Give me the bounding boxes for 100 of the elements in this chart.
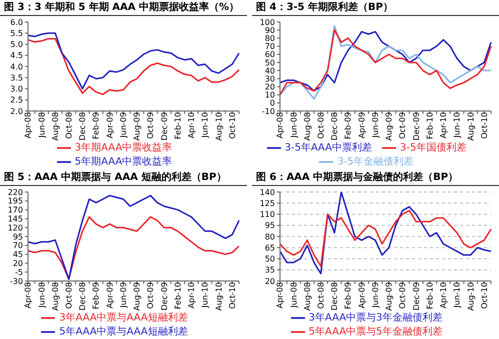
y-tick-label: 0 xyxy=(270,98,275,108)
x-tick-label: Apr-10 xyxy=(439,282,448,308)
x-tick-label: Aug-09 xyxy=(384,282,394,310)
x-tick-label: Oct-10 xyxy=(228,282,237,308)
x-tick-label: Aug-10 xyxy=(214,112,224,141)
y-tick-label: 45 xyxy=(12,250,23,259)
x-tick-label: Apr-08 xyxy=(276,282,285,308)
x-tick-label: Aug-10 xyxy=(214,282,224,310)
x-tick-label: Dec-09 xyxy=(412,112,421,141)
x-tick-label: Jun-08 xyxy=(37,282,46,308)
legend-label: 3-5年金融债利差 xyxy=(337,156,414,168)
y-tick-label: 65 xyxy=(264,242,275,252)
x-tick-label: Oct-09 xyxy=(146,282,156,308)
y-tick-label: 60 xyxy=(264,50,275,60)
x-tick-label: Jun-10 xyxy=(452,112,462,139)
x-tick-label: Feb-09 xyxy=(92,282,101,309)
x-tick-label: Apr-09 xyxy=(105,112,114,138)
x-tick-label: Feb-10 xyxy=(173,282,182,309)
y-tick-label: 145 xyxy=(8,214,23,224)
x-tick-label: Apr-08 xyxy=(276,112,285,138)
legend-label: 5年期AAA中票收益率 xyxy=(74,156,172,168)
y-tick-label: 30 xyxy=(264,74,275,84)
x-tick-label: Oct-08 xyxy=(316,112,326,139)
y-tick-label: 4.5 xyxy=(10,51,23,60)
x-tick-label: Feb-09 xyxy=(344,282,353,309)
y-tick-label: 170 xyxy=(8,205,23,214)
legend-label: 3年AAA中票与AAA短融利差 xyxy=(59,312,188,324)
x-tick-label: Jun-09 xyxy=(118,282,128,308)
y-tick-label: 140 xyxy=(260,187,275,196)
y-tick-label: 50 xyxy=(264,254,275,264)
y-tick-label: 5.5 xyxy=(10,28,23,38)
legend-label: 3-5年AAA中票利差 xyxy=(284,142,372,154)
y-tick-label: 70 xyxy=(264,42,275,52)
y-tick-label: 20 xyxy=(264,276,275,286)
y-tick-label: 4.0 xyxy=(10,62,23,72)
legend-label: 3年期AAA中票收益率 xyxy=(74,142,172,154)
chart-title: 图 6：AAA 中期票据与金融债的利差（BP） xyxy=(252,170,499,186)
y-tick-label: 50 xyxy=(264,58,275,68)
x-tick-label: Aug-10 xyxy=(466,112,476,141)
x-tick-label: Apr-10 xyxy=(187,112,196,138)
legend-label: 3-5年国债利差 xyxy=(400,142,466,154)
x-tick-label: Apr-09 xyxy=(357,112,366,138)
x-tick-label: Feb-09 xyxy=(344,112,353,140)
x-tick-label: Feb-10 xyxy=(173,112,182,140)
y-tick-label: 20 xyxy=(264,82,275,92)
x-tick-label: Jun-08 xyxy=(289,282,298,308)
x-tick-label: Dec-09 xyxy=(160,282,169,310)
x-tick-label: Oct-08 xyxy=(64,112,74,139)
chart-title: 图 4：3-5 年期限利差（BP） xyxy=(252,0,499,16)
x-tick-label: Oct-10 xyxy=(480,282,489,308)
x-tick-label: Aug-08 xyxy=(50,282,60,310)
x-tick-label: Feb-10 xyxy=(425,112,434,140)
chart-title: 图 5：AAA 中期票据与 AAA 短融的利差（BP） xyxy=(0,170,247,186)
y-tick-label: 3.5 xyxy=(10,73,23,82)
x-tick-label: Apr-09 xyxy=(105,282,114,308)
x-tick-label: Oct-09 xyxy=(398,112,408,139)
legend-label: 3年AAA中票与3年金融债利差 xyxy=(308,312,442,324)
y-tick-label: 80 xyxy=(264,232,275,241)
x-tick-label: Jun-08 xyxy=(37,112,46,139)
x-tick-label: Feb-10 xyxy=(425,282,434,309)
y-tick-label: 125 xyxy=(260,198,275,208)
x-tick-label: Oct-09 xyxy=(398,282,408,308)
y-tick-label: 120 xyxy=(8,222,23,232)
y-tick-label: 2.5 xyxy=(10,96,23,105)
x-tick-label: Oct-08 xyxy=(64,282,74,308)
y-tick-label: 100 xyxy=(260,18,275,27)
y-tick-label: 20 xyxy=(12,258,23,268)
y-tick-label: 40 xyxy=(264,66,275,76)
x-tick-label: Aug-08 xyxy=(50,112,60,141)
x-tick-label: Oct-10 xyxy=(228,112,237,139)
y-tick-label: 220 xyxy=(8,187,23,196)
x-tick-label: Oct-09 xyxy=(146,112,156,139)
x-tick-label: Jun-10 xyxy=(200,112,210,139)
x-tick-label: Jun-09 xyxy=(370,112,380,139)
y-tick-label: -30 xyxy=(10,276,23,286)
x-tick-label: Apr-10 xyxy=(439,112,448,138)
y-tick-label: 70 xyxy=(12,240,23,250)
x-tick-label: Apr-10 xyxy=(187,282,196,308)
x-tick-label: Jun-10 xyxy=(200,282,210,308)
y-tick-label: 110 xyxy=(260,210,275,219)
x-tick-label: Jun-10 xyxy=(452,282,462,308)
x-tick-label: Dec-09 xyxy=(160,112,169,141)
x-tick-label: Oct-10 xyxy=(480,112,489,139)
chart-title: 图 3：3 年期和 5 年期 AAA 中期票据收益率（%） xyxy=(0,0,247,16)
y-tick-label: 80 xyxy=(264,34,275,44)
x-tick-label: Feb-09 xyxy=(92,112,101,140)
x-tick-label: Apr-08 xyxy=(24,112,33,138)
line-series xyxy=(27,32,240,90)
line-series xyxy=(27,38,240,96)
x-tick-label: Jun-08 xyxy=(289,112,298,139)
y-tick-label: 35 xyxy=(264,265,275,274)
x-tick-label: Aug-08 xyxy=(302,282,312,310)
x-tick-label: Dec-09 xyxy=(412,282,421,310)
y-tick-label: -5 xyxy=(15,267,23,276)
line-series xyxy=(279,209,492,266)
legend-label: 5年AAA中票与5年金融债利差 xyxy=(308,326,442,338)
y-tick-label: 2.0 xyxy=(10,106,23,116)
y-tick-label: 195 xyxy=(8,196,23,206)
x-tick-label: Aug-08 xyxy=(302,112,312,141)
y-tick-label: 95 xyxy=(12,232,23,241)
